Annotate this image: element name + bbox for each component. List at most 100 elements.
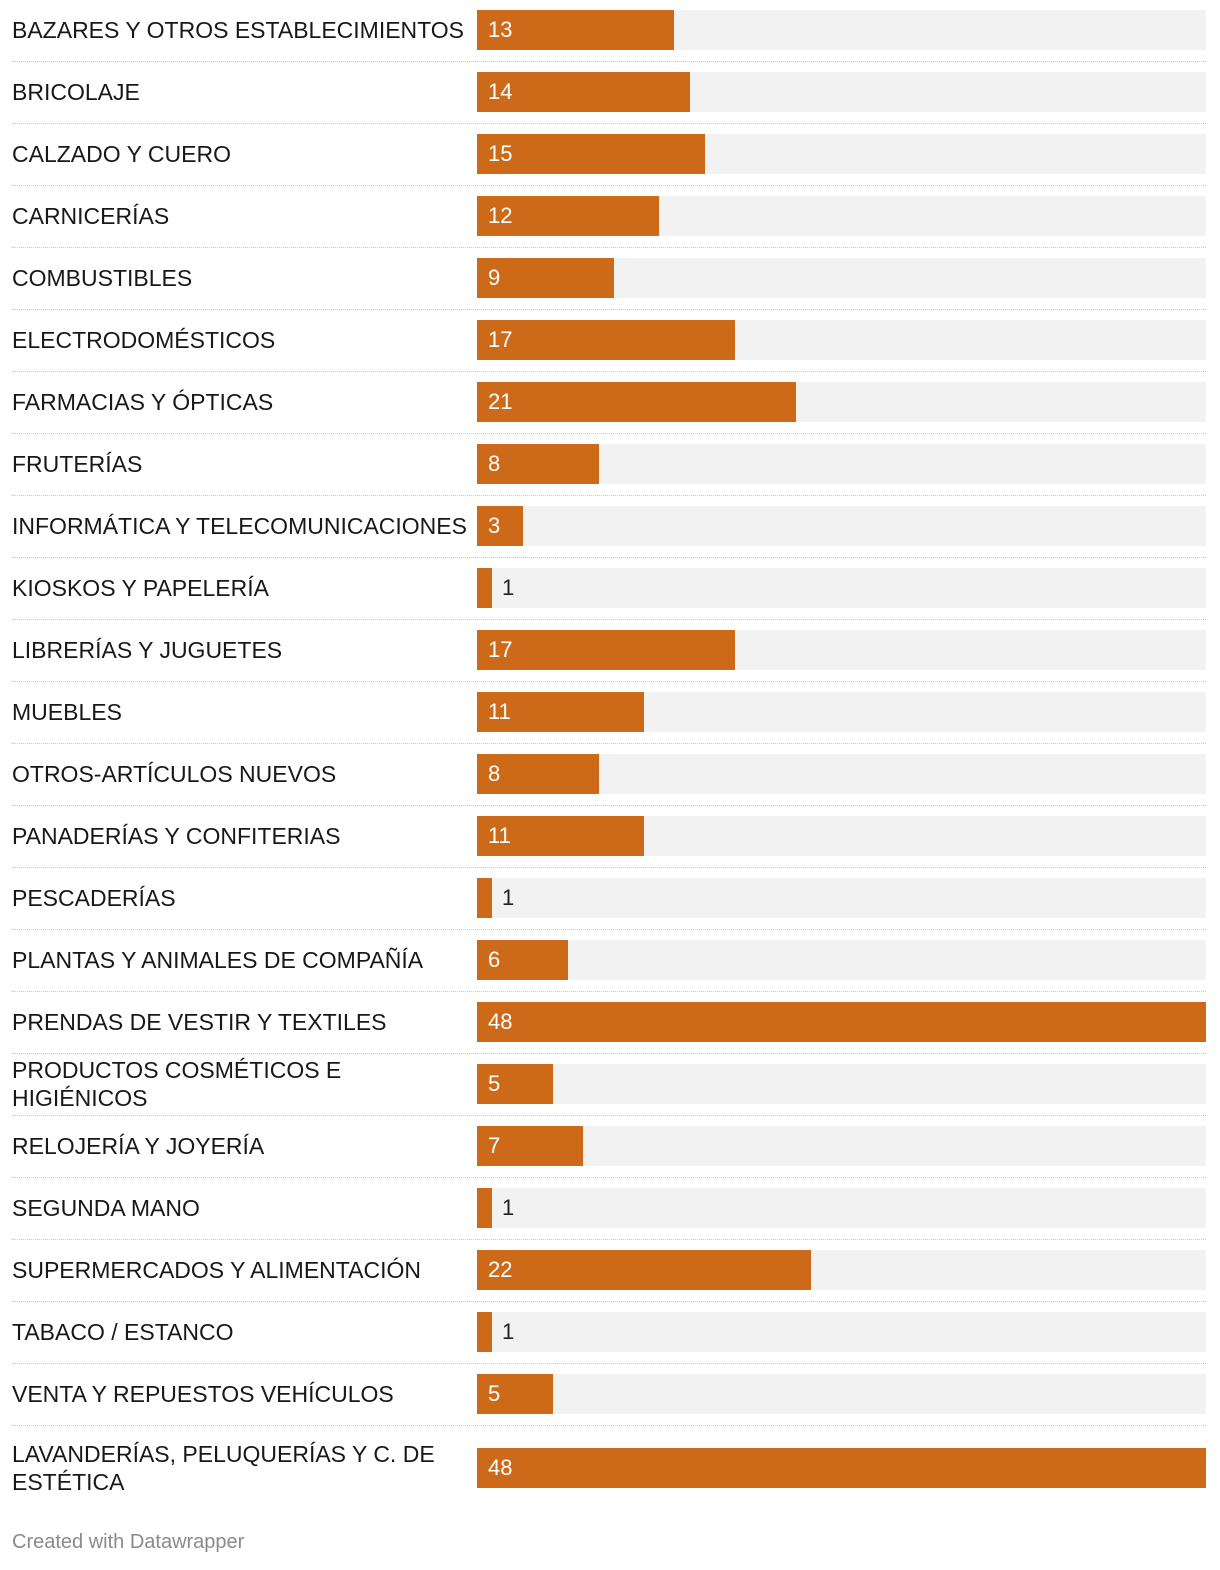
row-divider: [12, 185, 1206, 186]
bar: [477, 568, 492, 608]
value-label: 17: [488, 327, 513, 352]
row-divider: [12, 991, 1206, 992]
bar: [477, 444, 599, 484]
row-divider: [12, 495, 1206, 496]
category-label: SEGUNDA MANO: [12, 1195, 200, 1221]
row-divider: [12, 619, 1206, 620]
value-label: 15: [488, 141, 513, 166]
chart-row: PRENDAS DE VESTIR Y TEXTILES 48: [12, 992, 1206, 1054]
bar: [477, 382, 796, 422]
bar: [477, 134, 705, 174]
value-label: 48: [488, 1455, 513, 1480]
row-divider: [12, 1425, 1206, 1426]
value-label: 1: [502, 1195, 515, 1220]
category-label: ELECTRODOMÉSTICOS: [12, 327, 276, 353]
value-label: 11: [488, 823, 511, 848]
chart-row: MUEBLES 11: [12, 682, 1206, 744]
bar: [477, 1064, 553, 1104]
bar: [477, 72, 690, 112]
value-label: 5: [488, 1071, 501, 1096]
category-label: KIOSKOS Y PAPELERÍA: [12, 575, 269, 601]
bar-track: 1: [477, 1312, 1206, 1352]
category-label: PANADERÍAS Y CONFITERIAS: [12, 823, 341, 849]
value-label: 12: [488, 203, 513, 228]
bar: [477, 258, 614, 298]
bar: [477, 320, 735, 360]
chart-row: RELOJERÍA Y JOYERÍA 7: [12, 1116, 1206, 1178]
chart-row: SEGUNDA MANO 1: [12, 1178, 1206, 1240]
category-label: PESCADERÍAS: [12, 885, 176, 911]
row-divider: [12, 805, 1206, 806]
value-label: 8: [488, 761, 501, 786]
value-label: 22: [488, 1257, 513, 1282]
category-label: FARMACIAS Y ÓPTICAS: [12, 389, 274, 415]
chart-row: VENTA Y REPUESTOS VEHÍCULOS 5: [12, 1364, 1206, 1426]
bar-track: 9: [477, 258, 1206, 298]
category-label: VENTA Y REPUESTOS VEHÍCULOS: [12, 1381, 394, 1407]
row-divider: [12, 1301, 1206, 1302]
row-divider: [12, 1115, 1206, 1116]
category-label: LIBRERÍAS Y JUGUETES: [12, 637, 283, 663]
value-label: 48: [488, 1009, 513, 1034]
row-divider: [12, 743, 1206, 744]
bar-track: 11: [477, 816, 1206, 856]
chart-row: CARNICERÍAS 12: [12, 186, 1206, 248]
value-label: 17: [488, 637, 513, 662]
chart-row: SUPERMERCADOS Y ALIMENTACIÓN 22: [12, 1240, 1206, 1302]
bar: [477, 1126, 583, 1166]
category-label: CALZADO Y CUERO: [12, 141, 231, 167]
row-divider: [12, 1053, 1206, 1054]
chart-row: LAVANDERÍAS, PELUQUERÍAS Y C. DE ESTÉTIC…: [12, 1426, 1206, 1502]
chart-row: FARMACIAS Y ÓPTICAS 21: [12, 372, 1206, 434]
bar: [477, 1312, 492, 1352]
row-divider: [12, 247, 1206, 248]
value-label: 11: [488, 699, 511, 724]
value-label: 1: [502, 1319, 515, 1344]
bar-track: 48: [477, 1002, 1206, 1042]
bar-track: 3: [477, 506, 1206, 546]
value-label: 9: [488, 265, 501, 290]
value-label: 1: [502, 575, 515, 600]
chart-row: ELECTRODOMÉSTICOS 17: [12, 310, 1206, 372]
chart-credit: Created with Datawrapper: [12, 1531, 245, 1553]
category-label: PLANTAS Y ANIMALES DE COMPAÑÍA: [12, 947, 424, 973]
category-label: CARNICERÍAS: [12, 203, 170, 229]
bar-track: 12: [477, 196, 1206, 236]
bar-track: 21: [477, 382, 1206, 422]
bar-track: 17: [477, 630, 1206, 670]
row-divider: [12, 123, 1206, 124]
value-label: 5: [488, 1381, 501, 1406]
bar: [477, 692, 644, 732]
row-divider: [12, 433, 1206, 434]
bar-track: 5: [477, 1374, 1206, 1414]
chart-row: KIOSKOS Y PAPELERÍA 1: [12, 558, 1206, 620]
bar-track: 15: [477, 134, 1206, 174]
category-label: MUEBLES: [12, 699, 122, 725]
chart-row: PRODUCTOS COSMÉTICOS E HIGIÉNICOS 5: [12, 1054, 1206, 1116]
value-label: 7: [488, 1133, 501, 1158]
category-label: TABACO / ESTANCO: [12, 1319, 234, 1345]
category-label: LAVANDERÍAS, PELUQUERÍAS Y C. DE ESTÉTIC…: [12, 1441, 435, 1495]
bar-track: 6: [477, 940, 1206, 980]
bar: [477, 1448, 1206, 1488]
chart-row: PANADERÍAS Y CONFITERIAS 11: [12, 806, 1206, 868]
chart-row: PESCADERÍAS 1: [12, 868, 1206, 930]
bar-track: 14: [477, 72, 1206, 112]
category-label: INFORMÁTICA Y TELECOMUNICACIONES: [12, 513, 467, 539]
bar: [477, 630, 735, 670]
bar: [477, 1374, 553, 1414]
bar-track: 8: [477, 754, 1206, 794]
bar-track: 48: [477, 1448, 1206, 1488]
row-divider: [12, 681, 1206, 682]
bar-track: 17: [477, 320, 1206, 360]
bar-track: 1: [477, 568, 1206, 608]
bar: [477, 816, 644, 856]
chart-row: INFORMÁTICA Y TELECOMUNICACIONES 3: [12, 496, 1206, 558]
bar-track: 11: [477, 692, 1206, 732]
chart-row: BRICOLAJE 14: [12, 62, 1206, 124]
chart-row: CALZADO Y CUERO 15: [12, 124, 1206, 186]
bar-track: 22: [477, 1250, 1206, 1290]
bar: [477, 1188, 492, 1228]
bar: [477, 754, 599, 794]
bar: [477, 878, 492, 918]
